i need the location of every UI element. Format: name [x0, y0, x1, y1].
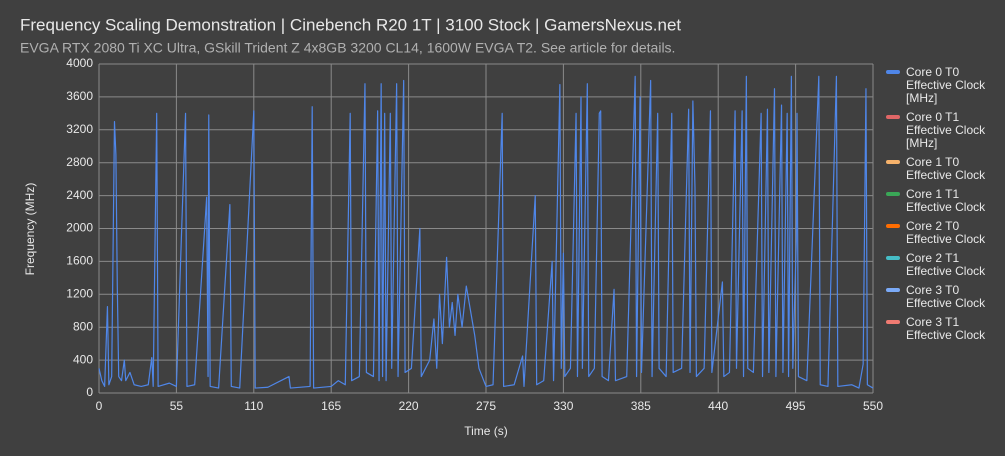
- legend-swatch: [886, 320, 900, 324]
- legend-label: Core 3 T0 Effective Clock: [906, 283, 986, 310]
- legend: Core 0 T0 Effective Clock [MHz] Core 0 T1…: [886, 66, 998, 342]
- y-tick-label: 2000: [66, 221, 93, 235]
- y-axis-label: Frequency (MHz): [23, 183, 37, 276]
- x-tick-label: 330: [553, 399, 573, 413]
- y-tick-label: 3200: [66, 122, 93, 136]
- legend-label: Core 1 T1 Effective Clock: [906, 187, 986, 214]
- x-tick-label: 220: [399, 399, 419, 413]
- legend-label: Core 0 T1 Effective Clock [MHz]: [906, 110, 986, 150]
- x-tick-label: 385: [631, 399, 651, 413]
- x-axis-label: Time (s): [464, 424, 508, 438]
- y-tick-label: 1600: [66, 254, 93, 268]
- x-tick-label: 0: [96, 399, 103, 413]
- x-tick-label: 275: [476, 399, 496, 413]
- x-tick-label: 110: [244, 399, 263, 413]
- legend-label: Core 2 T1 Effective Clock: [906, 251, 986, 278]
- legend-entry: Core 1 T1 Effective Clock: [886, 188, 998, 214]
- legend-entry: Core 0 T1 Effective Clock [MHz]: [886, 111, 998, 150]
- legend-swatch: [886, 70, 900, 74]
- series-line: [98, 75, 874, 389]
- legend-swatch: [886, 288, 900, 292]
- chart-subtitle: EVGA RTX 2080 Ti XC Ultra, GSkill Triden…: [20, 40, 675, 56]
- legend-entry: Core 3 T1 Effective Clock: [886, 316, 998, 342]
- legend-label: Core 1 T0 Effective Clock: [906, 155, 986, 182]
- legend-entry: Core 3 T0 Effective Clock: [886, 284, 998, 310]
- legend-entry: Core 1 T0 Effective Clock: [886, 156, 998, 182]
- y-tick-label: 3600: [66, 89, 93, 103]
- legend-swatch: [886, 115, 900, 119]
- legend-entry: Core 2 T0 Effective Clock: [886, 220, 998, 246]
- legend-entry: Core 2 T1 Effective Clock: [886, 252, 998, 278]
- x-tick-label: 55: [170, 399, 184, 413]
- y-tick-label: 4000: [66, 56, 93, 70]
- y-tick-label: 800: [73, 319, 93, 333]
- x-tick-label: 550: [863, 399, 883, 413]
- legend-swatch: [886, 160, 900, 164]
- legend-swatch: [886, 256, 900, 260]
- legend-label: Core 3 T1 Effective Clock: [906, 315, 986, 342]
- y-tick-label: 2400: [66, 188, 93, 202]
- legend-label: Core 0 T0 Effective Clock [MHz]: [906, 65, 986, 105]
- legend-swatch: [886, 224, 900, 228]
- y-tick-label: 1200: [66, 286, 93, 300]
- y-tick-label: 2800: [66, 155, 93, 169]
- y-tick-label: 400: [73, 352, 93, 366]
- x-tick-label: 495: [786, 399, 806, 413]
- chart-title: Frequency Scaling Demonstration | Cinebe…: [20, 15, 681, 34]
- x-tick-label: 165: [321, 399, 341, 413]
- legend-label: Core 2 T0 Effective Clock: [906, 219, 986, 246]
- legend-entry: Core 0 T0 Effective Clock [MHz]: [886, 66, 998, 105]
- x-tick-label: 440: [708, 399, 728, 413]
- y-tick-label: 0: [86, 385, 93, 399]
- legend-swatch: [886, 192, 900, 196]
